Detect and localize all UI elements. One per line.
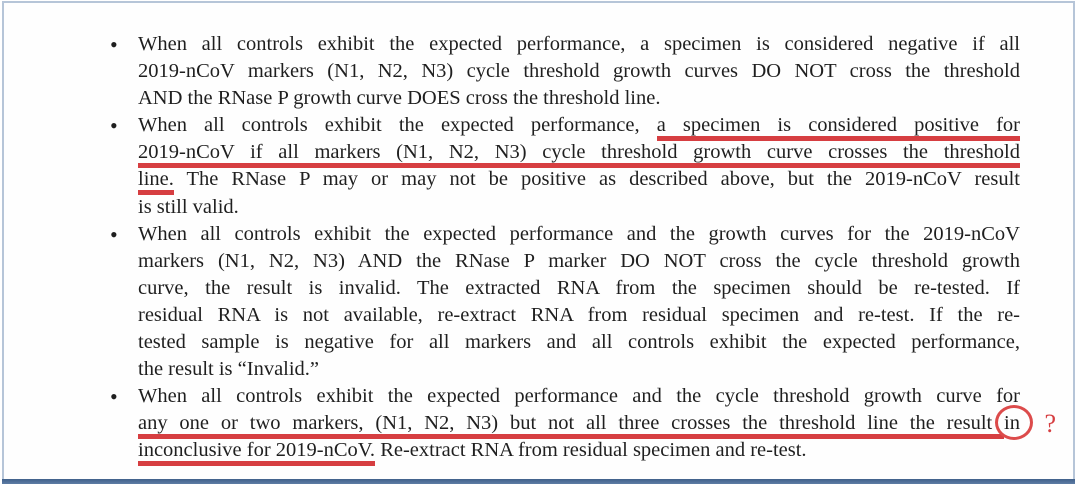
text-line: line. The RNase P may or may not be posi… bbox=[138, 166, 1020, 196]
bullet-icon: • bbox=[110, 384, 118, 410]
text-line: is still valid. bbox=[138, 194, 1020, 221]
text-segment: When all controls exhibit the expected p… bbox=[138, 222, 1020, 245]
text-segment: When all controls exhibit the expected p… bbox=[138, 114, 657, 137]
text-segment: AND the RNase P growth curve DOES cross … bbox=[138, 87, 661, 110]
text-line: 2019-nCoV if all markers (N1, N2, N3) cy… bbox=[138, 139, 1020, 169]
bullet-list: • When all controls exhibit the expected… bbox=[110, 31, 1056, 467]
bullet-item: • When all controls exhibit the expected… bbox=[110, 383, 1056, 467]
text-segment: 2019-nCoV markers (N1, N2, N3) cycle thr… bbox=[138, 60, 1020, 83]
text-line: curve, the result is invalid. The extrac… bbox=[138, 275, 1020, 302]
bullet-item: • When all controls exhibit the expected… bbox=[110, 221, 1020, 384]
bullet-icon: • bbox=[110, 221, 118, 247]
text-line: inconclusive for 2019-nCoV. Re-extract R… bbox=[138, 437, 1020, 467]
text-segment: Re-extract RNA from residual specimen an… bbox=[375, 439, 807, 462]
text-line: When all controls exhibit the expected p… bbox=[138, 31, 1020, 58]
text-line: When all controls exhibit the expected p… bbox=[138, 383, 1020, 410]
text-line: When all controls exhibit the expected p… bbox=[138, 112, 1020, 142]
text-segment: residual RNA is not available, re-extrac… bbox=[138, 303, 1020, 326]
text-line: markers (N1, N2, N3) AND the RNase P mar… bbox=[138, 248, 1020, 275]
bullet-icon: • bbox=[110, 32, 118, 57]
text-segment: is still valid. bbox=[138, 195, 239, 218]
question-mark-annotation: ? bbox=[1044, 409, 1056, 439]
underlined-text: a specimen is considered positive for bbox=[656, 114, 1020, 142]
text-line: AND the RNase P growth curve DOES cross … bbox=[138, 85, 1020, 112]
text-segment: When all controls exhibit the expected p… bbox=[138, 385, 1020, 408]
bullet-item: • When all controls exhibit the expected… bbox=[110, 31, 1020, 112]
bullet-icon: • bbox=[110, 113, 118, 139]
text-line: tested sample is negative for all marker… bbox=[138, 329, 1020, 356]
underlined-text: any one or two markers, (N1, N2, N3) but… bbox=[138, 412, 1005, 440]
underlined-text: line. bbox=[138, 168, 174, 196]
text-segment: curve, the result is invalid. The extrac… bbox=[138, 276, 1020, 299]
bullet-item: • When all controls exhibit the expected… bbox=[110, 112, 1020, 221]
text-line: 2019-nCoV markers (N1, N2, N3) cycle thr… bbox=[138, 58, 1020, 85]
text-line: When all controls exhibit the expected p… bbox=[138, 221, 1020, 248]
underlined-text: inconclusive for 2019-nCoV. bbox=[138, 439, 376, 467]
bottom-border-bar bbox=[2, 479, 1075, 484]
text-line: residual RNA is not available, re-extrac… bbox=[138, 302, 1020, 329]
text-line: any one or two markers, (N1, N2, N3) but… bbox=[138, 410, 1056, 440]
circled-word: in bbox=[1004, 412, 1020, 435]
text-segment: the result is “Invalid.” bbox=[138, 358, 320, 381]
text-segment: markers (N1, N2, N3) AND the RNase P mar… bbox=[138, 249, 1020, 272]
underlined-text: 2019-nCoV if all markers (N1, N2, N3) cy… bbox=[138, 141, 1020, 169]
text-segment: When all controls exhibit the expected p… bbox=[138, 33, 1020, 55]
text-segment: The RNase P may or may not be positive a… bbox=[173, 168, 1020, 191]
text-segment: tested sample is negative for all marker… bbox=[138, 331, 1020, 354]
text-line: the result is “Invalid.” bbox=[138, 356, 1020, 383]
